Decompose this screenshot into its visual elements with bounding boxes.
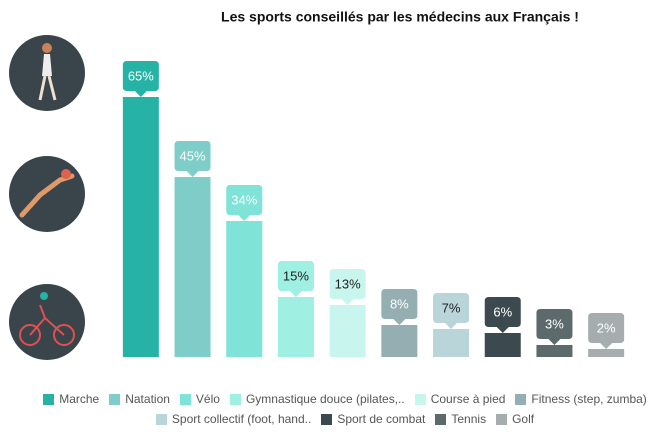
legend-item: Sport de combat bbox=[321, 412, 425, 426]
legend-label: Sport collectif (foot, hand.. bbox=[172, 412, 311, 426]
legend-label: Tennis bbox=[451, 412, 486, 426]
legend-label: Gymnastique douce (pilates,.. bbox=[246, 392, 405, 406]
bar bbox=[381, 325, 417, 357]
data-label: 6% bbox=[493, 304, 512, 319]
legend-label: Sport de combat bbox=[337, 412, 425, 426]
data-label: 34% bbox=[231, 192, 257, 207]
bar bbox=[485, 333, 521, 357]
data-label: 45% bbox=[180, 148, 206, 163]
page: Les sports conseillés par les médecins a… bbox=[0, 0, 670, 432]
legend-swatch bbox=[415, 394, 426, 405]
legend-item: Fitness (step, zumba) bbox=[515, 392, 646, 406]
legend-swatch bbox=[180, 394, 191, 405]
legend-label: Course à pied bbox=[431, 392, 506, 406]
legend-swatch bbox=[321, 414, 332, 425]
icon-bike bbox=[9, 284, 85, 360]
legend-item: Tennis bbox=[435, 412, 486, 426]
legend-label: Fitness (step, zumba) bbox=[531, 392, 646, 406]
legend-swatch bbox=[515, 394, 526, 405]
bar bbox=[330, 305, 366, 357]
legend-swatch bbox=[156, 414, 167, 425]
legend-swatch bbox=[230, 394, 241, 405]
chart-title: Les sports conseillés par les médecins a… bbox=[221, 9, 579, 25]
legend-swatch bbox=[109, 394, 120, 405]
bar bbox=[536, 345, 572, 357]
bar bbox=[226, 221, 262, 357]
data-label: 3% bbox=[545, 316, 564, 331]
bar bbox=[433, 329, 469, 357]
data-label: 65% bbox=[128, 68, 154, 83]
legend-item: Natation bbox=[109, 392, 170, 406]
bar bbox=[175, 177, 211, 357]
bar bbox=[123, 97, 159, 357]
legend-item: Gymnastique douce (pilates,.. bbox=[230, 392, 405, 406]
legend-item: Vélo bbox=[180, 392, 220, 406]
data-label: 2% bbox=[597, 320, 616, 335]
legend-swatch bbox=[435, 414, 446, 425]
legend-label: Marche bbox=[59, 392, 99, 406]
legend-label: Golf bbox=[512, 412, 534, 426]
icon-walk bbox=[9, 35, 85, 111]
data-label: 7% bbox=[442, 300, 461, 315]
legend-label: Vélo bbox=[196, 392, 220, 406]
data-label: 15% bbox=[283, 268, 309, 283]
legend-swatch bbox=[496, 414, 507, 425]
legend-item: Sport collectif (foot, hand.. bbox=[156, 412, 311, 426]
data-label: 13% bbox=[335, 276, 361, 291]
icon-swim bbox=[9, 156, 85, 232]
bar bbox=[278, 297, 314, 357]
legend-item: Course à pied bbox=[415, 392, 506, 406]
legend-item: Golf bbox=[496, 412, 534, 426]
legend-item: Marche bbox=[43, 392, 99, 406]
data-label: 8% bbox=[390, 296, 409, 311]
legend-swatch bbox=[43, 394, 54, 405]
chart: Les sports conseillés par les médecins a… bbox=[0, 0, 670, 390]
legend: Marche Natation Vélo Gymnastique douce (pil… bbox=[20, 392, 670, 426]
bar bbox=[588, 349, 624, 357]
legend-label: Natation bbox=[125, 392, 170, 406]
